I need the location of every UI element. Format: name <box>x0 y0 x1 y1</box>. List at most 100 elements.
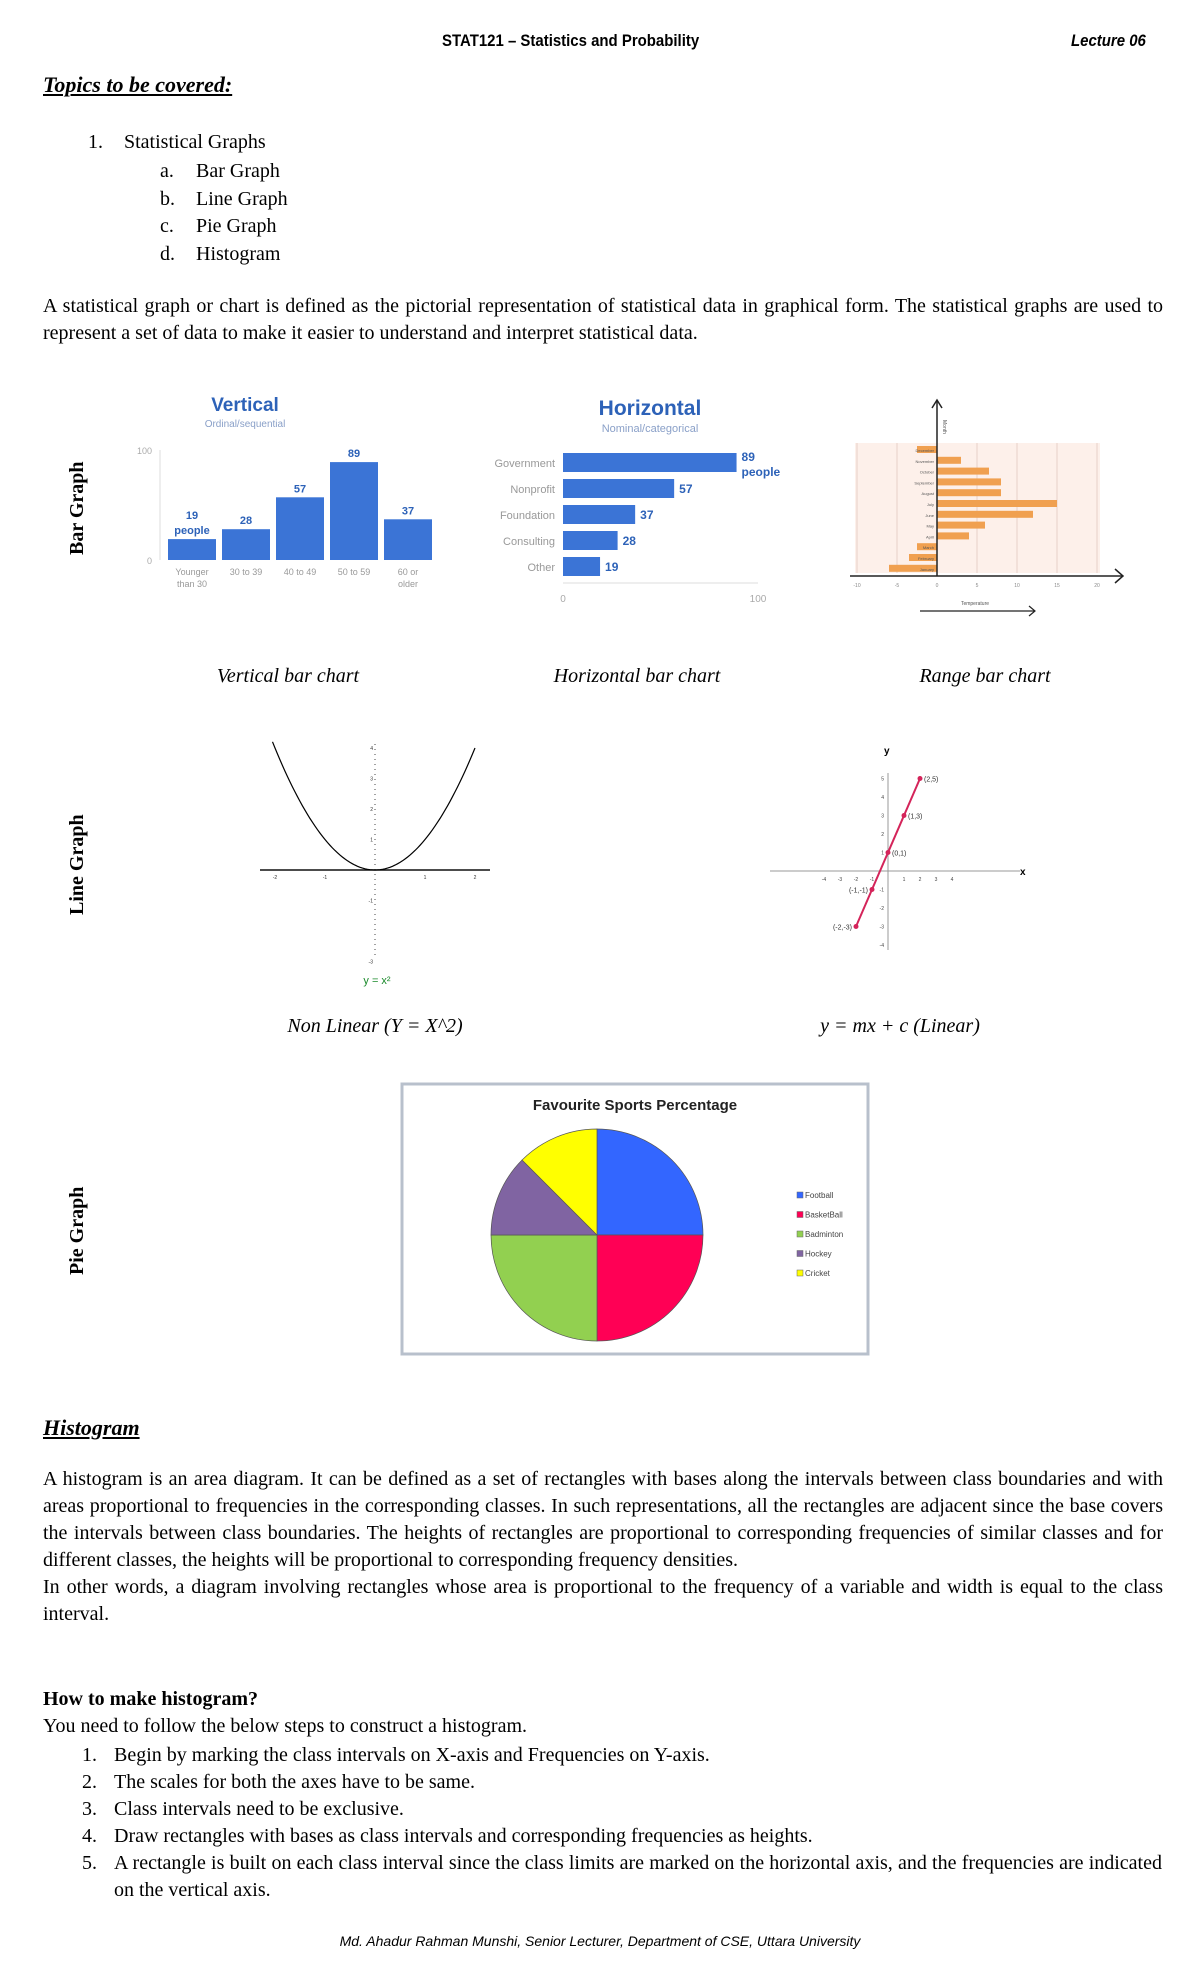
y-tick-label: -3 <box>369 960 374 966</box>
chart-subtitle: Nominal/categorical <box>602 423 699 435</box>
category-label: August <box>922 491 935 496</box>
x-tick-label: 10 <box>1014 583 1020 589</box>
category-label: 60 or <box>398 567 419 577</box>
x-tick-label: 3 <box>935 877 938 883</box>
x-tick-label: 100 <box>750 594 767 605</box>
category-label: Consulting <box>503 536 555 548</box>
x-tick-label: 4 <box>951 877 954 883</box>
y-tick-label: 3 <box>370 777 373 783</box>
curve <box>271 741 476 871</box>
pie-slice <box>490 1159 598 1236</box>
subtopic-label: Histogram <box>196 242 281 265</box>
topics-heading: Topics to be covered: <box>43 72 233 97</box>
data-label: 57 <box>294 483 306 495</box>
y-tick-label: -1 <box>880 888 885 894</box>
step-text: A rectangle is built on each class inter… <box>114 1852 1162 1901</box>
data-point <box>901 813 907 818</box>
point-label: (-2,-3) <box>833 925 852 932</box>
step: 4. Draw rectangles with bases as class in… <box>82 1823 1162 1850</box>
bar <box>937 500 1057 507</box>
data-label: 89 <box>348 448 360 460</box>
bar <box>330 462 378 560</box>
y-tick-label: -4 <box>880 943 885 949</box>
bar <box>937 478 1001 486</box>
data-label: 19 <box>605 560 619 574</box>
x-tick-label: 1 <box>903 877 906 883</box>
category-label: November <box>916 459 935 464</box>
step-number: 5. <box>82 1852 97 1874</box>
x-axis-label: x <box>1020 867 1026 878</box>
data-label: 19 <box>186 510 198 522</box>
y-tick-label: 4 <box>881 795 884 801</box>
bar <box>937 456 961 464</box>
y-tick-label: 2 <box>881 832 884 838</box>
legend-swatch <box>796 1191 804 1199</box>
point-label: (0,1) <box>892 851 906 858</box>
legend-label: Football <box>805 1191 834 1200</box>
bar <box>563 453 737 472</box>
x-tick-label: 20 <box>1094 583 1100 589</box>
bar <box>937 467 989 475</box>
y-tick-label: 0 <box>147 556 152 566</box>
chart-subtitle: Ordinal/sequential <box>205 419 286 430</box>
x-axis-label: Temperature <box>961 601 989 607</box>
step: 3. Class intervals need to be exclusive. <box>82 1796 1162 1823</box>
point-label: (1,3) <box>908 814 922 821</box>
histogram-paragraph-1: A histogram is an area diagram. It can b… <box>43 1468 1163 1571</box>
y-tick-label: 3 <box>881 814 884 820</box>
bar <box>917 446 937 453</box>
category-label: May <box>926 524 934 529</box>
point-label: (2,5) <box>924 777 938 784</box>
subtopic-marker: d. <box>160 242 175 265</box>
pie-slice <box>521 1128 598 1236</box>
y-tick-label: 1 <box>370 838 373 844</box>
data-point <box>853 924 859 929</box>
data-label: people <box>742 465 781 479</box>
y-tick-label: 5 <box>881 777 884 783</box>
x-tick-label: 2 <box>919 877 922 883</box>
category-label: than 30 <box>177 579 207 589</box>
data-label: 28 <box>623 534 637 548</box>
data-label: 57 <box>679 482 693 496</box>
legend-swatch <box>796 1211 804 1218</box>
step-number: 2. <box>82 1771 97 1793</box>
step: 1. Begin by marking the class intervals o… <box>82 1742 1162 1769</box>
category-label: Younger <box>175 567 208 577</box>
chart-title: Horizontal <box>599 397 702 420</box>
category-label: Nonprofit <box>510 484 555 496</box>
data-point <box>885 850 891 855</box>
x-tick-label: -10 <box>853 583 860 589</box>
pie-slice <box>596 1234 704 1342</box>
pie-slice <box>596 1128 704 1236</box>
topic-item: Statistical Graphs <box>124 131 266 153</box>
category-label: January <box>920 567 934 572</box>
y-tick-label: 2 <box>370 807 373 813</box>
arrow-icon <box>1114 568 1125 584</box>
function-label: y = x² <box>363 975 391 987</box>
y-tick-label: -1 <box>369 899 374 905</box>
category-label: February <box>918 556 934 561</box>
x-tick-label: -4 <box>822 877 827 883</box>
category-label: 40 to 49 <box>284 567 317 577</box>
subtopic-marker: b. <box>160 187 175 210</box>
x-tick-label: -2 <box>854 877 859 883</box>
x-tick-label: 15 <box>1054 583 1060 589</box>
step-text: Begin by marking the class intervals on … <box>114 1744 710 1766</box>
chart-title: Vertical <box>211 395 279 416</box>
data-point <box>917 776 923 781</box>
category-label: Other <box>527 562 555 574</box>
bar <box>937 510 1033 518</box>
bar <box>563 505 636 524</box>
subtopic: c. Pie Graph <box>160 213 288 241</box>
x-tick-label: -1 <box>870 877 875 883</box>
linear-chart: y x -4 -3 -2 -1 1 2 3 4 -4 -3 -2 -1 1 2 3 4 5 (-2,-3) (-1,-1… <box>770 746 1026 950</box>
x-tick-label: 0 <box>936 583 939 589</box>
bar <box>222 529 270 560</box>
course-title: STAT121 – Statistics and Probability <box>442 31 700 50</box>
y-tick-label: -3 <box>880 925 885 931</box>
caption-range: Range bar chart <box>919 665 1051 687</box>
category-label: Foundation <box>500 510 555 522</box>
y-tick-label: 4 <box>370 746 373 752</box>
bar <box>937 489 1001 497</box>
caption-linear: y = mx + c (Linear) <box>820 1015 980 1037</box>
